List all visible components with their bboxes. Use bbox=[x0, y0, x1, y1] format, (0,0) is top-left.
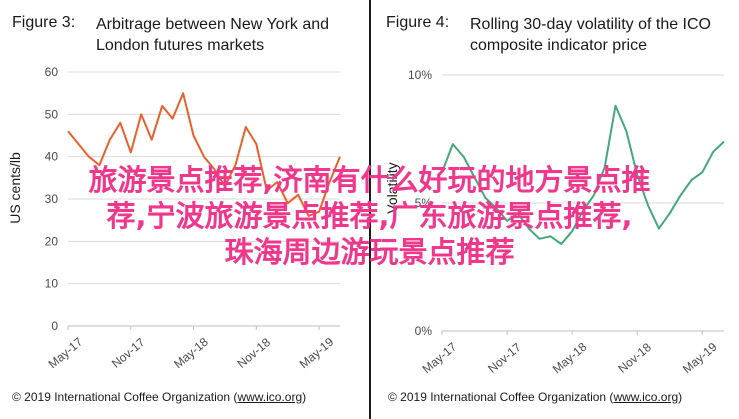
figure-4-source-suffix: ) bbox=[678, 390, 683, 404]
figure-3-label: Figure 3: bbox=[12, 14, 76, 31]
figure-4-source-link[interactable]: www.ico.org bbox=[613, 390, 679, 404]
figure-3-x-tick-label: Nov-17 bbox=[109, 335, 148, 371]
figure-3-y-tick-label: 60 bbox=[45, 65, 59, 79]
figure-3-source: © 2019 International Coffee Organization… bbox=[12, 390, 306, 404]
figure-4-x-tick-label: Nov-18 bbox=[615, 340, 654, 376]
figure-4-x-tick-label: May-17 bbox=[420, 340, 460, 377]
figure-3-series-line bbox=[67, 92, 341, 217]
figure-4-chart: 0% 5% 10% May-17 Nov-17 May-18 Nov-18 May-19 bbox=[408, 68, 725, 377]
figure-4-series-line bbox=[441, 104, 725, 245]
figure-4-source-prefix: © 2019 International Coffee Organization… bbox=[388, 390, 614, 404]
figure-3-chart: 0 10 20 30 40 50 60 May-17 Nov-17 May-18 Nov-18 May… bbox=[45, 65, 341, 372]
figure-3-y-tick-label: 0 bbox=[51, 319, 58, 333]
figure-4-panel: Figure 4: Rolling 30-day volatility of t… bbox=[372, 0, 739, 419]
figure-4-x-tick-label: May-19 bbox=[680, 340, 720, 377]
figure-3-title: Arbitrage between New York and London fu… bbox=[96, 16, 330, 54]
figure-3-x-tick-label: Nov-18 bbox=[234, 335, 273, 371]
figure-4-x-tick-label: Nov-17 bbox=[485, 340, 524, 376]
panel-divider bbox=[369, 0, 371, 419]
figure-4-y-tick-label: 10% bbox=[408, 68, 432, 82]
figure-3-source-prefix: © 2019 International Coffee Organization… bbox=[12, 390, 238, 404]
figure-4-x-tick-label: May-18 bbox=[550, 340, 590, 377]
figure-4-y-tick-label: 0% bbox=[415, 324, 433, 338]
figure-3-x-tick-label: May-19 bbox=[297, 335, 337, 372]
figure-3-y-tick-label: 20 bbox=[45, 234, 59, 248]
figure-4-label: Figure 4: bbox=[386, 14, 450, 31]
figure-3-y-tick-label: 10 bbox=[45, 277, 59, 291]
figure-4-source: © 2019 International Coffee Organization… bbox=[388, 390, 682, 404]
figure-3-y-tick-label: 30 bbox=[45, 192, 59, 206]
figure-3-x-tick-label: May-17 bbox=[46, 335, 86, 372]
figure-4-title: Rolling 30-day volatility of the ICO com… bbox=[470, 16, 711, 54]
figure-3-panel: Figure 3: Arbitrage between New York and… bbox=[0, 0, 368, 419]
figure-3-source-suffix: ) bbox=[302, 390, 307, 404]
figure-3-y-tick-label: 50 bbox=[45, 107, 59, 121]
figure-4-y-tick-label: 5% bbox=[415, 196, 433, 210]
figure-3-y-tick-label: 40 bbox=[45, 150, 59, 164]
figure-3-x-tick-label: May-18 bbox=[171, 335, 211, 372]
figure-3-source-link[interactable]: www.ico.org bbox=[237, 390, 303, 404]
